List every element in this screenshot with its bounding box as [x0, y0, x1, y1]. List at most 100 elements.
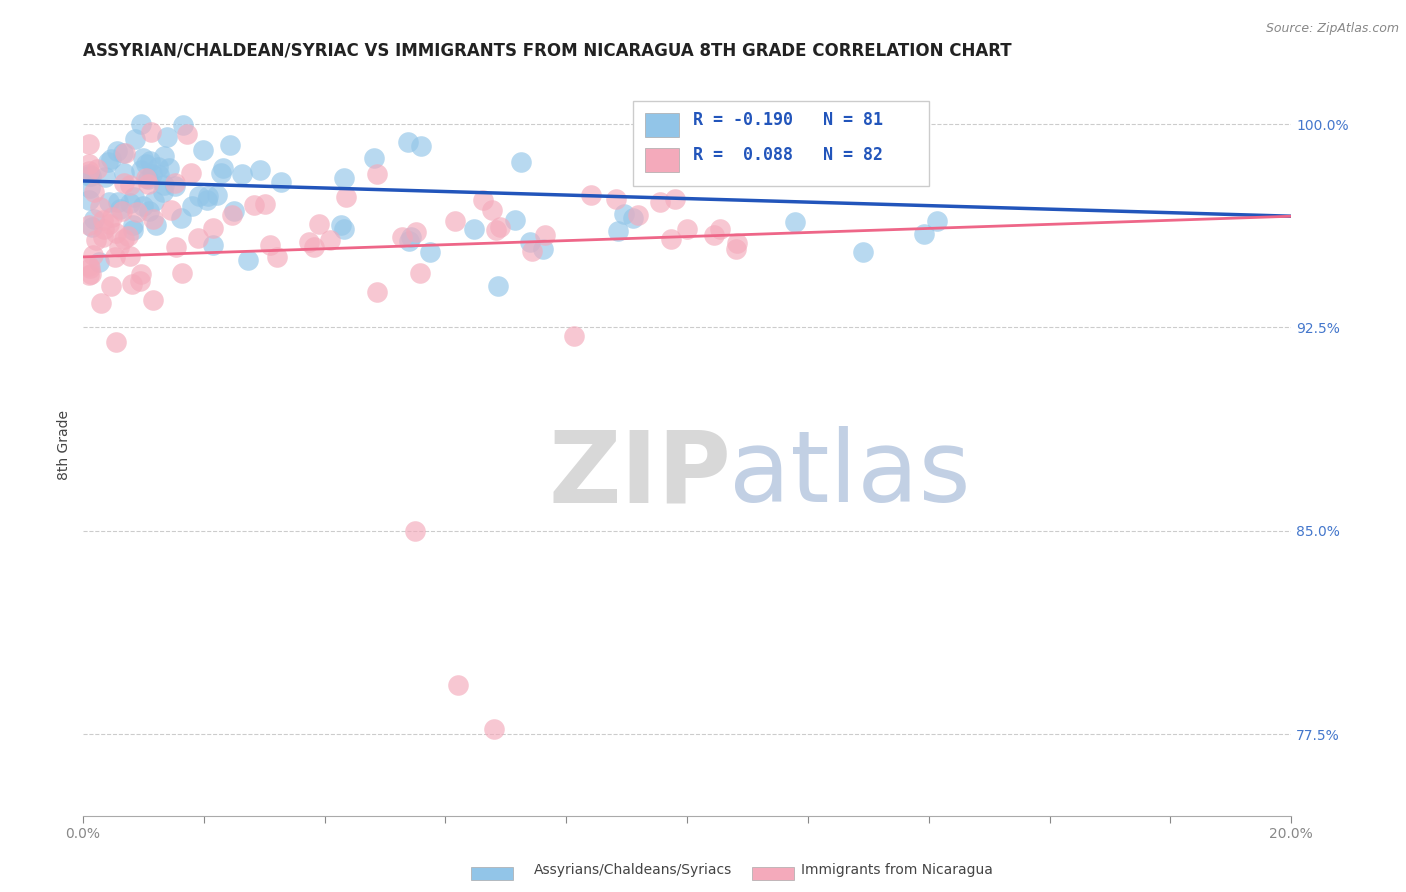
Point	[852, 245, 875, 260]
Point	[91, 230, 114, 244]
Point	[152, 178, 174, 192]
Point	[122, 190, 145, 204]
Point	[135, 157, 157, 171]
Point	[482, 722, 505, 736]
Point	[236, 253, 259, 268]
Point	[398, 234, 420, 248]
Text: Assyrians/Chaldeans/Syriacs: Assyrians/Chaldeans/Syriacs	[534, 863, 733, 877]
Point	[100, 279, 122, 293]
Bar	[645, 113, 679, 136]
Point	[243, 198, 266, 212]
Point	[131, 151, 153, 165]
Point	[138, 204, 160, 219]
Point	[77, 136, 100, 151]
Point	[165, 177, 187, 191]
Point	[97, 155, 120, 169]
Text: ZIP: ZIP	[548, 426, 731, 524]
Point	[101, 211, 124, 225]
Point	[531, 243, 554, 257]
Point	[128, 274, 150, 288]
Text: R = -0.190   N = 81: R = -0.190 N = 81	[693, 111, 883, 128]
Point	[703, 227, 725, 242]
Point	[396, 136, 419, 150]
Point	[122, 223, 145, 237]
Point	[319, 233, 342, 247]
Point	[141, 125, 163, 139]
Point	[160, 203, 183, 218]
Point	[363, 151, 385, 165]
Point	[84, 233, 107, 247]
Point	[90, 295, 112, 310]
Point	[231, 167, 253, 181]
Point	[405, 225, 427, 239]
Point	[77, 219, 100, 233]
Point	[125, 204, 148, 219]
Point	[141, 167, 163, 181]
Text: Source: ZipAtlas.com: Source: ZipAtlas.com	[1265, 22, 1399, 36]
Point	[266, 251, 288, 265]
Point	[79, 260, 101, 275]
Point	[129, 267, 152, 281]
Point	[201, 220, 224, 235]
Point	[77, 164, 100, 178]
Point	[270, 175, 292, 189]
Point	[142, 293, 165, 307]
Point	[391, 229, 413, 244]
Point	[77, 268, 100, 282]
Point	[77, 169, 100, 183]
Point	[129, 117, 152, 131]
Point	[308, 217, 330, 231]
Point	[481, 202, 503, 217]
Point	[209, 166, 232, 180]
Point	[471, 193, 494, 207]
Text: atlas: atlas	[730, 426, 972, 524]
Point	[607, 224, 630, 238]
Point	[104, 334, 127, 349]
Point	[100, 152, 122, 166]
Point	[83, 185, 105, 199]
Point	[114, 145, 136, 160]
Point	[87, 255, 110, 269]
Point	[404, 524, 426, 538]
Point	[104, 251, 127, 265]
Point	[848, 116, 870, 130]
Point	[520, 244, 543, 258]
Point	[129, 162, 152, 177]
Point	[138, 172, 160, 186]
Point	[222, 203, 245, 218]
Point	[509, 155, 531, 169]
Point	[176, 127, 198, 141]
Point	[152, 186, 174, 200]
Point	[156, 129, 179, 144]
Point	[605, 193, 627, 207]
Point	[676, 222, 699, 236]
Point	[335, 189, 357, 203]
Point	[83, 211, 105, 226]
Point	[93, 170, 115, 185]
Point	[142, 194, 165, 209]
Point	[912, 227, 935, 241]
Point	[249, 162, 271, 177]
Point	[725, 235, 748, 250]
Point	[135, 171, 157, 186]
Point	[152, 149, 174, 163]
Point	[120, 178, 142, 193]
FancyBboxPatch shape	[633, 101, 929, 186]
Point	[195, 194, 218, 208]
Point	[89, 201, 111, 215]
Text: ASSYRIAN/CHALDEAN/SYRIAC VS IMMIGRANTS FROM NICARAGUA 8TH GRADE CORRELATION CHAR: ASSYRIAN/CHALDEAN/SYRIAC VS IMMIGRANTS F…	[83, 42, 1011, 60]
Point	[664, 192, 686, 206]
Point	[121, 218, 143, 232]
Point	[253, 197, 276, 211]
Point	[219, 137, 242, 152]
Point	[401, 229, 423, 244]
Point	[333, 222, 356, 236]
Point	[112, 145, 135, 160]
Point	[132, 199, 155, 213]
Point	[446, 678, 468, 692]
Point	[77, 194, 100, 208]
Point	[180, 166, 202, 180]
Point	[207, 188, 229, 202]
Point	[419, 245, 441, 260]
Point	[98, 217, 121, 231]
